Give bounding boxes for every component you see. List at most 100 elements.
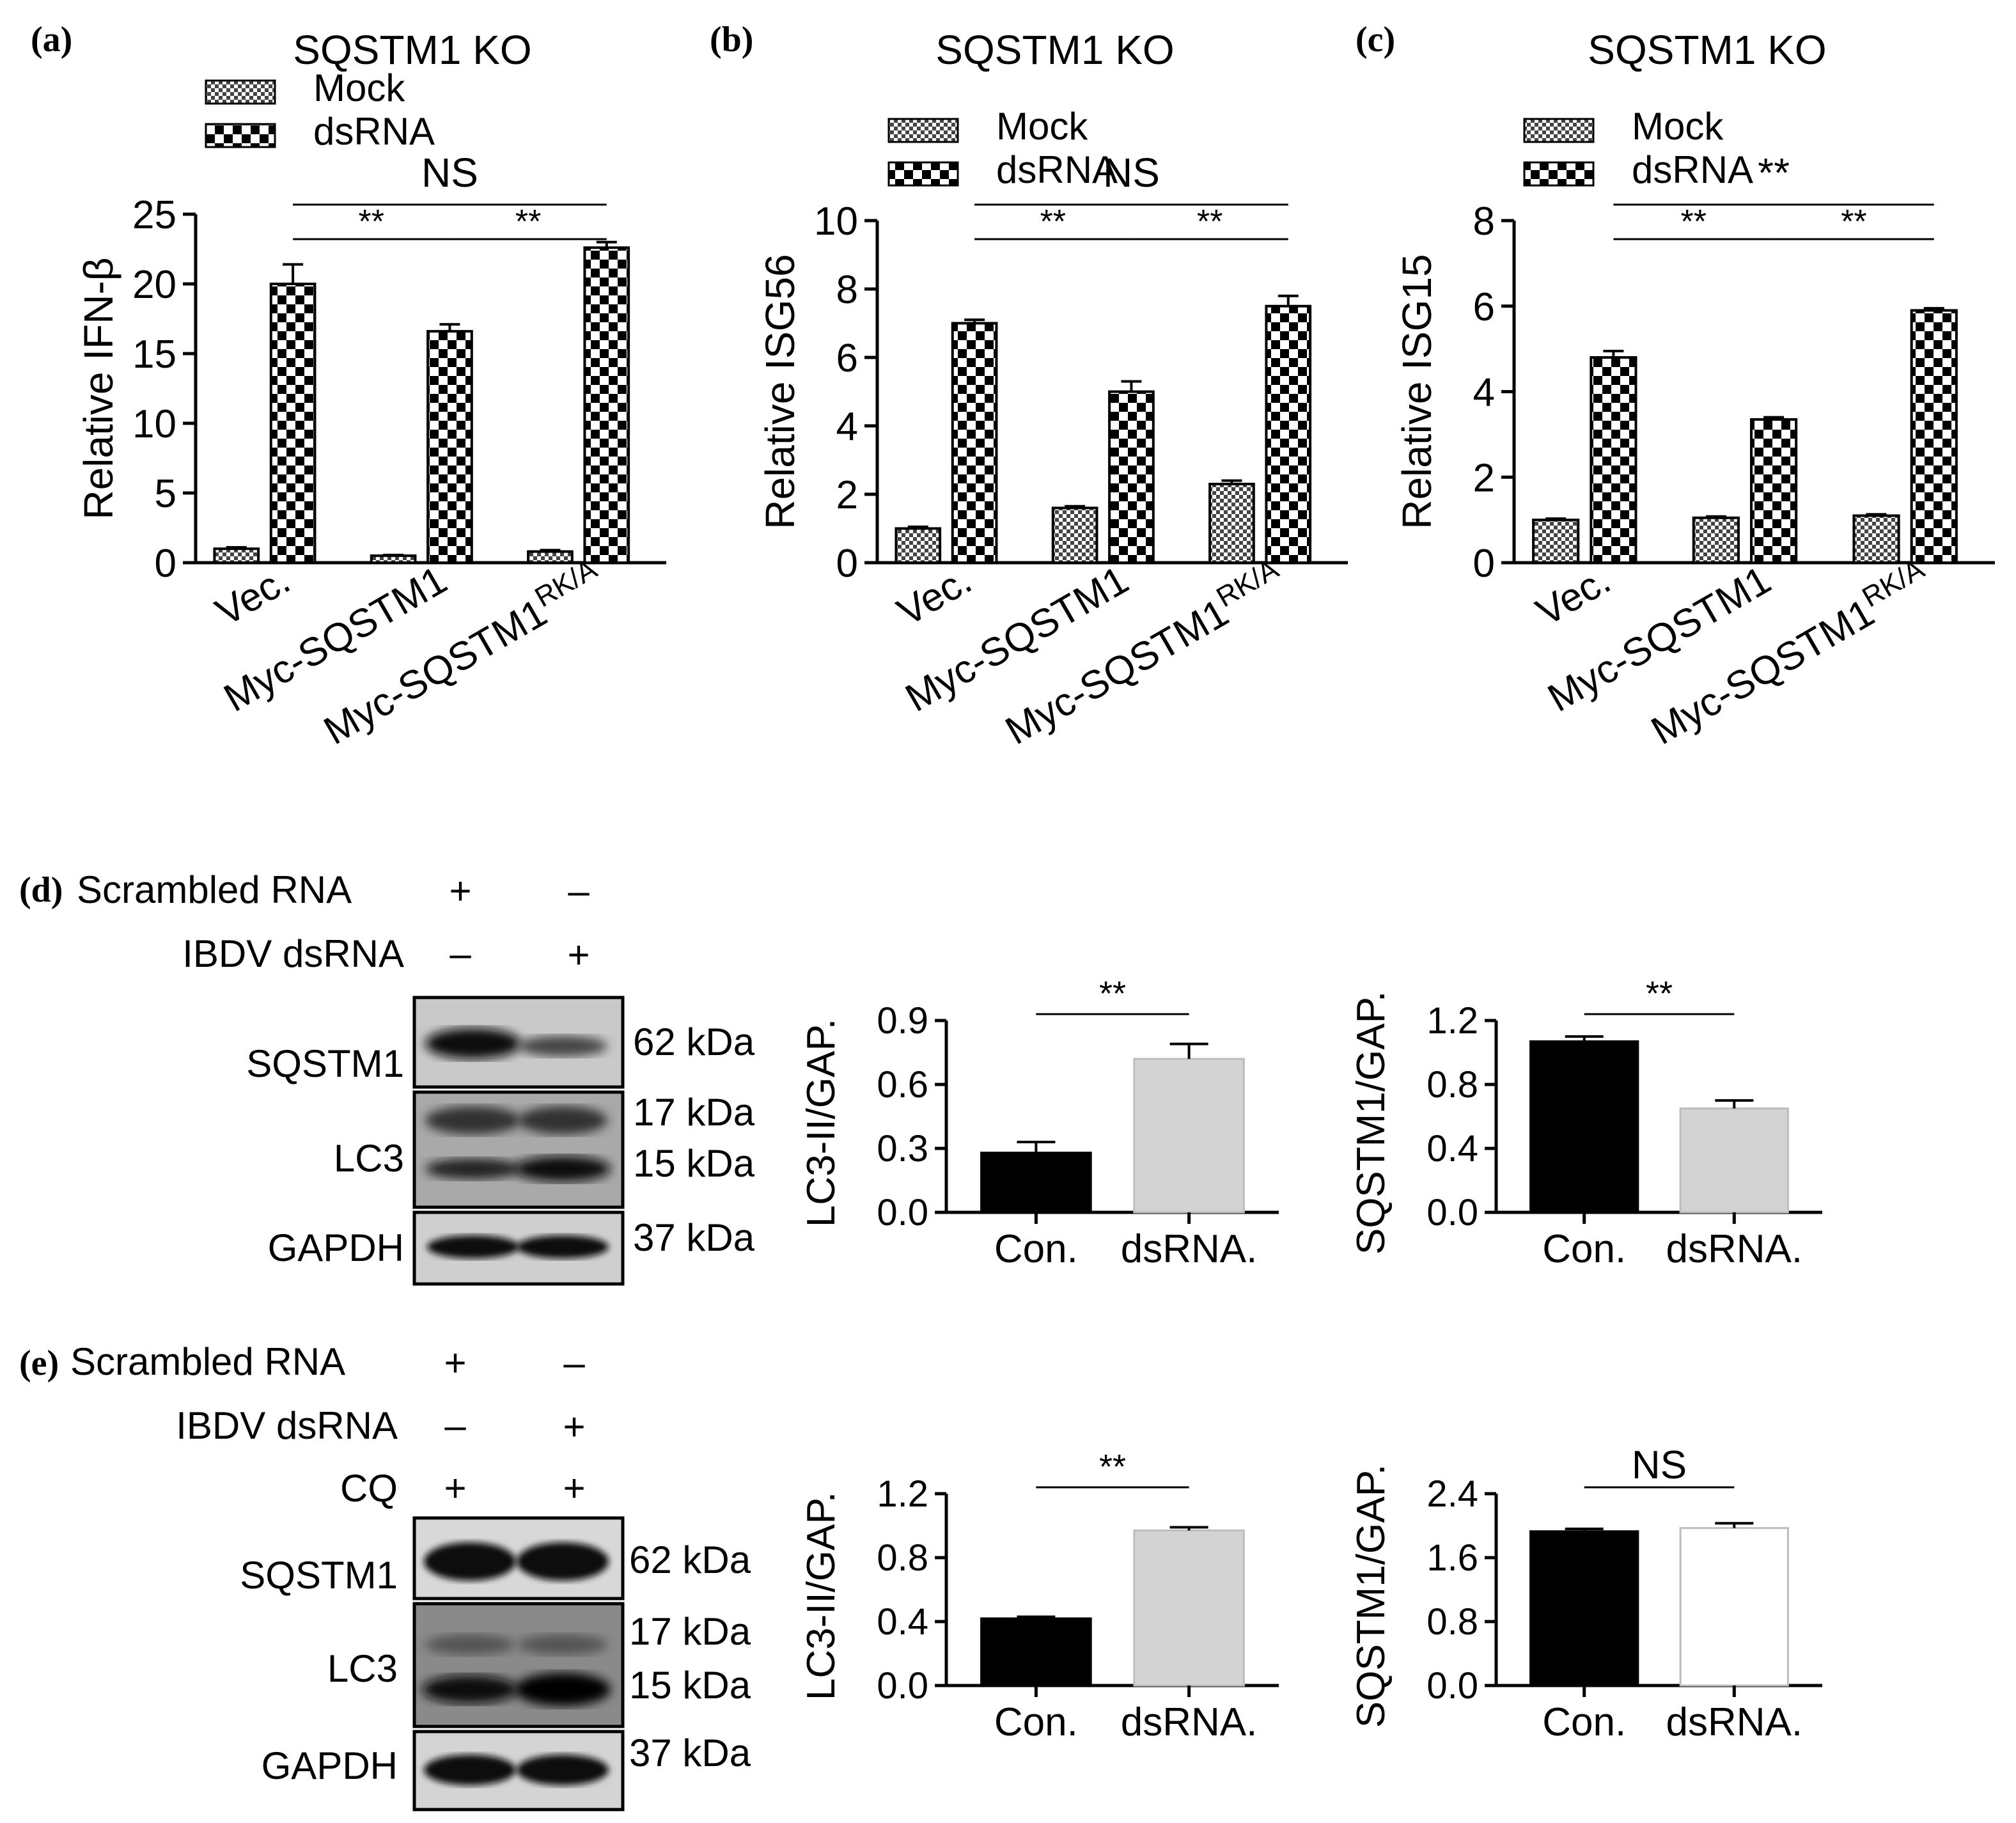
chart-title: SQSTM1 KO <box>293 27 531 73</box>
condition-mark: – <box>449 932 471 975</box>
bar-con <box>1529 1530 1639 1687</box>
chart-title: SQSTM1 KO <box>1588 27 1826 73</box>
panel-label-d: (d) <box>19 870 63 910</box>
condition-mark: + <box>444 1467 466 1510</box>
bar-dsrna <box>583 246 630 564</box>
condition-mark: – <box>444 1404 466 1447</box>
legend-swatch-dsrna <box>1523 161 1595 187</box>
y-tick-label: 0.6 <box>877 1064 928 1106</box>
bar-dsrna <box>1749 418 1798 564</box>
bar-dsrna <box>269 283 316 564</box>
bar-dsrna <box>1133 1530 1245 1687</box>
y-tick-label: 0.9 <box>877 1000 928 1042</box>
condition-mark: + <box>563 1405 585 1448</box>
blot-band <box>515 1673 611 1706</box>
legend-swatch-dsrna <box>887 161 959 187</box>
x-tick-label: Vec. <box>208 558 297 634</box>
significance-label: ** <box>515 203 541 240</box>
bar-mock <box>527 550 574 564</box>
y-tick-label: 20 <box>132 263 176 307</box>
significance-label: ** <box>1099 1448 1126 1486</box>
bar-mock <box>213 547 260 565</box>
condition-label: Scrambled RNA <box>70 1340 345 1383</box>
x-tick-label: Con. <box>1542 1700 1626 1744</box>
x-tick-label: Myc-SQSTM1RK/A <box>1641 553 1939 753</box>
legend-label: dsRNA <box>996 148 1118 191</box>
y-tick-label: 10 <box>132 402 176 446</box>
blot-band <box>517 1755 609 1785</box>
significance-label: ** <box>1681 203 1707 240</box>
y-tick-label: 6 <box>1473 285 1495 329</box>
blot-band <box>427 1235 519 1258</box>
x-tick-label: Vec. <box>1529 558 1618 634</box>
size-label: 15 kDa <box>633 1142 755 1185</box>
x-tick-label: Con. <box>994 1700 1078 1744</box>
chart-e-sqstm1: 0.0 0.8 1.6 2.4 SQSTM1/GAP. Con. dsRNA. NS <box>1349 1443 1822 1744</box>
y-tick-label: 2 <box>836 473 858 517</box>
legend-label: Mock <box>313 67 405 109</box>
significance-label: ** <box>1841 203 1866 240</box>
y-axis-label: Relative ISG56 <box>757 254 803 529</box>
y-tick-label: 8 <box>836 268 858 312</box>
protein-label: LC3 <box>327 1647 398 1690</box>
y-tick-label: 5 <box>155 472 176 516</box>
significance-label: ** <box>359 203 384 240</box>
x-tick-label: Myc-SQSTM1RK/A <box>314 553 611 753</box>
bar-mock <box>1852 514 1900 564</box>
y-tick-label: 8 <box>1473 200 1495 244</box>
bar-dsrna <box>951 322 998 564</box>
chart-title: SQSTM1 KO <box>935 27 1174 73</box>
x-tick-label: dsRNA. <box>1666 1700 1802 1744</box>
condition-mark: – <box>568 870 590 912</box>
western-blot-d: Scrambled RNA + – IBDV dsRNA – + SQSTM1 … <box>77 868 755 1286</box>
condition-mark: + <box>567 934 590 976</box>
condition-label: IBDV dsRNA <box>182 932 404 975</box>
protein-label: SQSTM1 <box>240 1554 398 1597</box>
bar-con <box>980 1617 1092 1687</box>
condition-label: IBDV dsRNA <box>176 1404 398 1447</box>
size-label: 37 kDa <box>629 1732 751 1774</box>
blot-band <box>425 1634 515 1655</box>
y-axis-label: LC3-II/GAP. <box>799 1492 843 1700</box>
x-tick-label: Vec. <box>890 558 979 634</box>
y-tick-label: 0.4 <box>877 1601 928 1643</box>
panel-label-a: (a) <box>31 20 72 59</box>
size-label: 17 kDa <box>629 1610 751 1653</box>
legend-swatch-mock <box>887 118 959 143</box>
x-tick-label: Con. <box>1542 1227 1626 1271</box>
bar-dsrna <box>1910 309 1958 564</box>
y-tick-label: 0 <box>1473 542 1495 586</box>
size-label: 62 kDa <box>629 1538 751 1581</box>
y-tick-label: 0.8 <box>877 1537 928 1579</box>
y-tick-label: 0.0 <box>877 1192 928 1233</box>
significance-label: ** <box>1197 203 1223 240</box>
y-tick-label: 1.2 <box>877 1473 928 1515</box>
protein-label: GAPDH <box>268 1226 404 1269</box>
legend-swatch-dsrna <box>205 123 276 148</box>
bar-con <box>1529 1040 1639 1214</box>
legend-label: dsRNA <box>1632 148 1753 191</box>
legend-swatch-mock <box>205 79 276 105</box>
y-axis-label: Relative IFN-β <box>75 257 121 519</box>
protein-label: SQSTM1 <box>246 1042 404 1085</box>
significance-label: ** <box>1758 150 1790 196</box>
bar-mock <box>1692 516 1740 564</box>
y-tick-label: 1.6 <box>1426 1537 1478 1579</box>
significance-label: NS <box>1632 1443 1687 1487</box>
bar-dsrna <box>1590 356 1637 564</box>
chart-d-lc3: 0.0 0.3 0.6 0.9 LC3-II/GAP. Con. dsRNA. ** <box>799 974 1279 1271</box>
significance-label: ** <box>1646 974 1673 1013</box>
bar-dsrna <box>1108 390 1155 564</box>
bar-mock <box>1051 506 1098 565</box>
y-axis-label: Relative ISG15 <box>1394 254 1440 529</box>
bar-dsrna <box>426 330 473 564</box>
bar-dsrna <box>1679 1107 1789 1214</box>
y-tick-label: 0.0 <box>877 1665 928 1707</box>
chart-e-lc3: 0.0 0.4 0.8 1.2 LC3-II/GAP. Con. dsRNA. ** <box>799 1448 1279 1744</box>
panel-label-c: (c) <box>1356 20 1395 59</box>
y-tick-label: 15 <box>132 333 176 377</box>
significance-label: NS <box>421 150 478 196</box>
y-tick-label: 0.8 <box>1426 1601 1478 1643</box>
legend-label: dsRNA <box>313 110 435 153</box>
